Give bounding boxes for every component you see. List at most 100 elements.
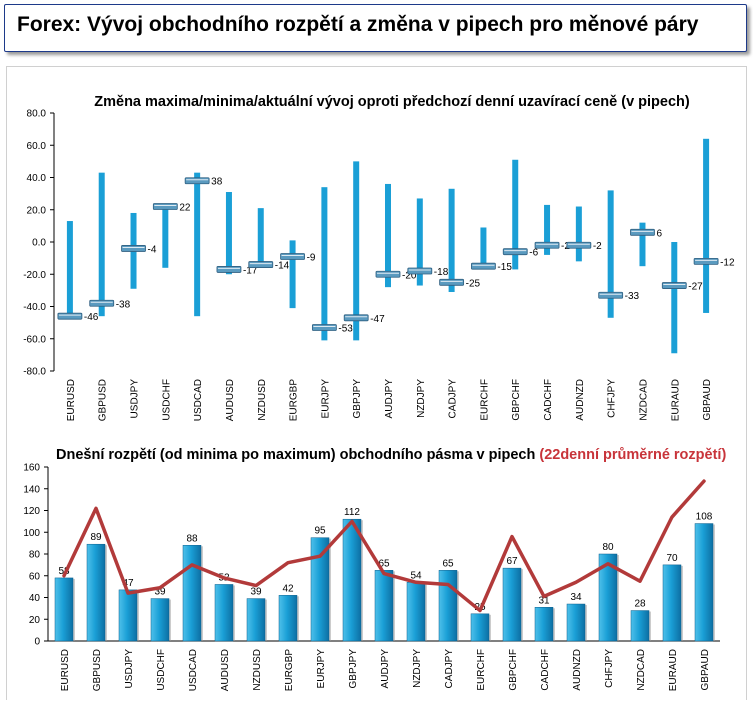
chart1-data-label: -53	[338, 323, 353, 334]
chart1-range-bar	[416, 198, 423, 286]
chart2-bar	[662, 564, 682, 642]
chart2-title-main: Dnešní rozpětí (od minima po maximum) ob…	[56, 447, 535, 463]
chart1-current-marker	[566, 241, 592, 249]
chart2-category-label: AUDUSD	[220, 649, 231, 691]
chart1-current-marker	[693, 257, 719, 265]
chart1-category-label: EURAUD	[670, 379, 681, 421]
chart1-data-label: 38	[211, 177, 223, 188]
chart1-data-label: 22	[179, 203, 191, 214]
chart2-category-label: CHFJPY	[604, 649, 615, 688]
chart1-data-label: -12	[720, 257, 735, 268]
page-title: Forex: Vývoj obchodního rozpětí a změna …	[17, 13, 699, 36]
chart1-current-marker	[184, 177, 210, 185]
chart1-ytick-label: -20.0	[23, 270, 46, 281]
chart1-data-label: -4	[148, 244, 157, 255]
chart2-bar	[246, 598, 266, 642]
chart1-current-marker	[216, 266, 242, 273]
chart1-category-label: EURCHF	[479, 379, 490, 421]
chart2-ytick-label: 60	[29, 571, 41, 582]
chart1-data-label: -14	[275, 261, 290, 272]
chart1-data-label: -27	[688, 282, 703, 293]
chart2-ytick-label: 20	[29, 615, 41, 626]
chart2-category-label: GBPAUD	[700, 649, 711, 691]
chart2-ytick-label: 120	[23, 506, 40, 517]
chart1-category-label: NZDUSD	[257, 379, 268, 421]
chart2-bar	[118, 589, 138, 642]
chart2-bar	[54, 577, 74, 642]
chart2-title: Dnešní rozpětí (od minima po maximum) ob…	[56, 447, 726, 463]
chart2-ytick-label: 40	[29, 593, 41, 604]
chart2-category-label: USDJPY	[124, 649, 135, 689]
chart2-data-label: 31	[538, 595, 550, 606]
chart1-current-marker	[407, 267, 433, 275]
chart2-data-label: 28	[634, 599, 646, 610]
chart2-category-label: EURAUD	[668, 649, 679, 691]
chart2-category-label: EURCHF	[476, 649, 487, 691]
chart1-data-label: -2	[593, 241, 602, 252]
chart1-range-bar	[321, 187, 328, 341]
chart1-ytick-label: -80.0	[23, 367, 46, 378]
chart1-current-marker	[502, 248, 528, 256]
chart2-category-label: NZDCAD	[636, 649, 647, 691]
chart1-current-marker	[248, 261, 274, 268]
chart1-data-label: -2	[561, 241, 570, 252]
chart1-category-label: EURJPY	[320, 379, 331, 419]
chart1-current-marker	[598, 291, 624, 299]
chart2-category-label: CADJPY	[444, 649, 455, 689]
chart1-data-label: -38	[116, 299, 131, 310]
chart2-plot: 16014012010080604020058EURUSD89GBPUSD47U…	[23, 463, 720, 692]
chart1-category-label: USDCAD	[193, 379, 204, 421]
chart1-data-label: -9	[307, 253, 316, 264]
chart1-category-label: EURUSD	[66, 379, 77, 421]
chart2-category-label: NZDUSD	[252, 649, 263, 691]
chart2-bar	[470, 613, 490, 642]
chart1-category-label: GBPUSD	[98, 379, 109, 421]
chart1-category-label: CADCHF	[543, 379, 554, 421]
chart2-data-label: 47	[122, 578, 134, 589]
chart2-bar	[694, 523, 714, 642]
chart1-ytick-label: -40.0	[23, 302, 46, 313]
chart1-current-marker	[89, 299, 115, 307]
chart1-category-label: GBPCHF	[511, 379, 522, 421]
chart1-range-bar	[194, 172, 201, 317]
chart1-category-label: NZDJPY	[416, 379, 427, 418]
chart1-range-bar	[353, 161, 360, 341]
chart2-data-label: 88	[186, 533, 198, 544]
chart1-ytick-label: 20.0	[27, 205, 47, 216]
chart2-ytick-label: 80	[29, 550, 41, 561]
chart1-range-bar	[448, 188, 455, 292]
chart2-avg22-line	[62, 479, 706, 613]
chart2-bar	[598, 553, 618, 642]
chart2-bar	[214, 584, 234, 642]
chart1-category-label: NZDCAD	[638, 379, 649, 421]
chart-panel	[6, 66, 747, 700]
chart1-category-label: USDJPY	[130, 379, 141, 419]
chart1-data-label: -25	[466, 278, 481, 289]
chart1-current-marker	[57, 312, 83, 320]
chart1-range-bar	[162, 206, 169, 268]
header-box: Forex: Vývoj obchodního rozpětí a změna …	[4, 4, 747, 52]
chart1-range-bar	[225, 192, 232, 275]
chart2-data-label: 39	[250, 587, 262, 598]
chart2-category-label: USDCAD	[188, 649, 199, 691]
chart1-data-label: -33	[625, 291, 640, 302]
chart2-category-label: AUDJPY	[380, 649, 391, 689]
chart2-data-label: 112	[344, 507, 360, 518]
chart1-current-marker	[661, 282, 687, 289]
chart2-ytick-label: 0	[34, 637, 40, 648]
chart2-bar	[150, 598, 170, 642]
chart1-category-label: USDCHF	[161, 379, 172, 421]
chart1-current-marker	[121, 245, 146, 252]
chart1-range-bar	[66, 221, 73, 317]
chart2-bar	[342, 518, 362, 642]
chart1-current-marker	[471, 262, 496, 270]
chart2-ytick-label: 140	[23, 484, 40, 495]
chart1-range-bar	[98, 172, 105, 317]
chart1-range-bar	[385, 183, 391, 288]
chart1-data-label: -20	[402, 270, 417, 281]
chart1-range-bar	[575, 206, 582, 262]
chart1-ytick-label: 0.0	[32, 238, 46, 249]
chart1-data-label: -6	[529, 248, 538, 259]
chart2-category-label: EURGBP	[284, 649, 295, 692]
chart2-data-label: 80	[602, 542, 614, 553]
